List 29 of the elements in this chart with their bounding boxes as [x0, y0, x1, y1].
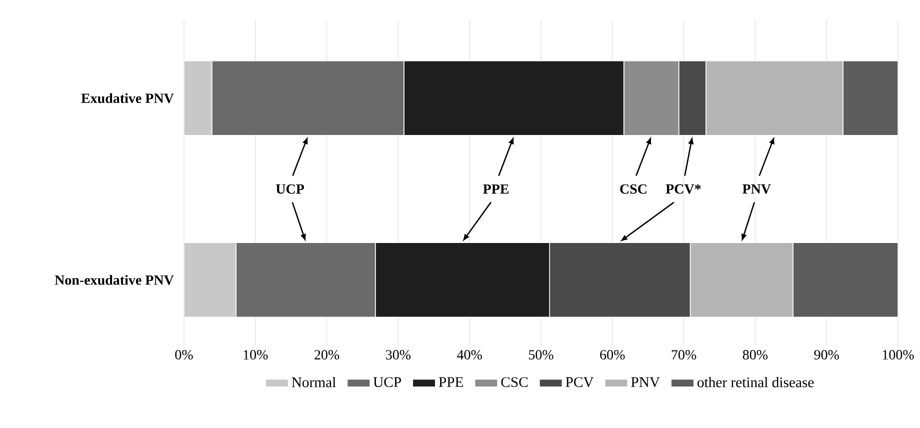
x-tick-label: 10% [244, 350, 268, 360]
legend-label: other retinal disease [697, 376, 814, 388]
y-tick-label: Exudative PNV [81, 93, 174, 104]
x-tick-label: 50% [528, 350, 554, 360]
x-tick-label: 40% [457, 350, 482, 360]
legend-label: CSC [501, 377, 528, 388]
bar [184, 60, 212, 136]
x-tick-label: 80% [742, 350, 768, 360]
x-tick-label: 90% [814, 350, 839, 360]
x-tick-label: 20% [314, 350, 340, 360]
bar [792, 242, 898, 318]
x-tick-label: 60% [600, 350, 625, 360]
y-tick-label: Non-exudative PNV [54, 274, 174, 285]
bar [184, 242, 237, 318]
legend-label: UCP [373, 377, 401, 388]
legend-label: PNV [631, 377, 660, 388]
annotation: CSC [620, 184, 646, 194]
legend-label: Normal [292, 376, 336, 388]
annotation: PCV* [666, 184, 701, 194]
x-tick-label: 100% [882, 350, 914, 360]
annotation: PPE [483, 184, 509, 194]
bar [842, 60, 898, 136]
x-tick-label: 30% [386, 350, 411, 360]
annotation: UCP [276, 184, 304, 194]
legend-label: PPE [438, 377, 464, 387]
x-tick-label: 70% [672, 350, 696, 360]
x-tick-label: 0% [175, 350, 193, 360]
annotation: PNV [742, 184, 771, 194]
legend-label: PCV [566, 377, 594, 388]
